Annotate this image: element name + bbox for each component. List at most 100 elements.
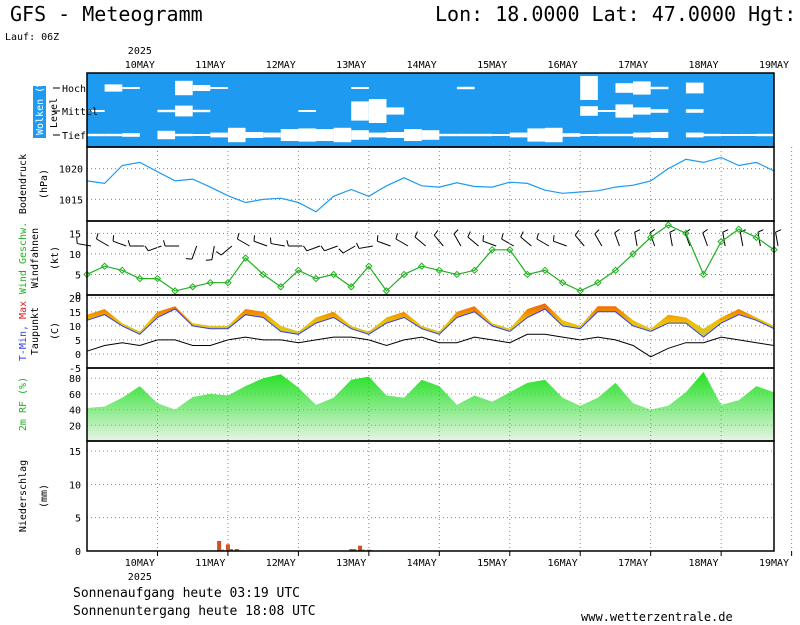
wind-barb-flag [467, 231, 471, 238]
cloud-block-tief [368, 132, 387, 138]
wind-barb [669, 232, 673, 247]
wind-barb [96, 238, 109, 247]
pressure-line [86, 156, 775, 213]
wind-barb-flag [722, 229, 729, 233]
humidity-ylabel: 2m RF (%) [18, 377, 29, 431]
cloud-block-tief [474, 133, 493, 137]
humidity-tick-label: 40 [69, 406, 81, 417]
run-label: Lauf: 06Z [5, 32, 60, 43]
cloud-level-axis-label: Level [49, 98, 60, 128]
wind-barb-flag [163, 240, 166, 247]
wind-speed-point [646, 233, 655, 242]
cloud-block-tief [263, 132, 281, 138]
wind-speed-point [453, 270, 461, 279]
x-tick-label-top: 15MAY [477, 60, 507, 71]
wind-tick-label: 5 [75, 270, 81, 281]
cloud-block-tief [316, 129, 334, 141]
cloud-block-tief [421, 130, 440, 140]
wind-speed-point [664, 221, 673, 229]
x-tick-label-top: 13MAY [336, 60, 366, 71]
temperature-tick-label: -5 [69, 364, 81, 375]
cloud-block-hoch [351, 87, 369, 89]
wind-speed-point [153, 274, 162, 283]
cloud-block-mittel [87, 110, 105, 112]
precip-tick-label: 5 [75, 514, 81, 525]
wind-speed-point [717, 237, 725, 246]
wind-barb [220, 245, 233, 256]
wind-barb [377, 240, 391, 247]
wind-tick-label: 15 [69, 229, 81, 240]
cloud-block-tief [333, 127, 352, 143]
cloud-block-tief [104, 133, 123, 137]
x-tick-label-bottom: 18MAY [688, 558, 718, 569]
cloud-block-tief [756, 133, 774, 137]
wind-speed-point [118, 266, 126, 275]
wind-barb [112, 240, 127, 247]
cloud-block-tief [650, 132, 669, 138]
wind-barb [775, 232, 779, 247]
wind-barb-flag [669, 229, 676, 233]
wind-barb [191, 245, 198, 260]
wind-speed-line [86, 224, 775, 292]
x-tick-label-top: 16MAY [548, 60, 578, 71]
cloud-block-mittel [386, 107, 405, 115]
location-readout: Lon: 18.0000 Lat: 47.0000 Hgt: 1 [435, 2, 800, 26]
sunset-text: Sonnenuntergang heute 18:08 UTC [73, 604, 316, 619]
x-tick-label-bottom: 14MAY [407, 558, 437, 569]
wind-barb [414, 236, 427, 247]
temperature-tick-label: 5 [75, 336, 81, 347]
wind-barb [574, 234, 585, 247]
cloud-block-hoch [774, 76, 792, 100]
cloud-level-label: Tief [62, 131, 86, 142]
pressure-ylabel: Bodendruck [18, 154, 29, 214]
wind-ylabel: Wind Geschw. [18, 222, 29, 294]
cloud-block-mittel [650, 109, 669, 113]
cloud-block-tief [456, 133, 475, 137]
wind-speed-point [224, 278, 232, 287]
wind-barb-flag [574, 230, 580, 236]
cloud-block-hoch [175, 80, 193, 96]
wind-barb-flag [453, 229, 459, 235]
cloud-block-mittel [298, 110, 316, 112]
wind-barb-flag [338, 248, 344, 254]
wind-speed-point [100, 262, 109, 270]
cloud-block-tief [562, 133, 581, 137]
wind-speed-point [594, 278, 602, 287]
site-credit: www.wetterzentrale.de [581, 610, 733, 624]
wind-barb [467, 236, 479, 247]
wind-speed-point [488, 246, 496, 254]
dewpoint-line [86, 333, 775, 358]
wind-speed-point [171, 287, 179, 295]
wind-barb-flag [96, 233, 99, 240]
wind-barb [739, 232, 744, 247]
wind-barb [211, 245, 215, 260]
wind-speed-point [417, 262, 426, 270]
cloud-block-tief [580, 134, 598, 136]
wind-barb-flag [205, 259, 212, 261]
precip-unit: (mm) [39, 484, 50, 508]
cloud-block-mittel [685, 109, 704, 113]
cloud-block-tief [157, 130, 176, 140]
cloud-block-tief [298, 128, 316, 142]
wind-speed-point [576, 287, 584, 295]
cloud-block-tief [492, 134, 510, 136]
wind-speed-point [312, 274, 320, 283]
temperature-tick-label: 0 [75, 350, 81, 361]
wind-barb-flag [433, 230, 439, 236]
wind-barb-flag [127, 240, 131, 247]
x-tick-label-bottom: 12MAY [266, 558, 296, 569]
wind-barb [358, 245, 373, 249]
wind-speed-point [188, 283, 197, 291]
wind-barb [482, 240, 497, 247]
wind-speed-point [699, 270, 708, 279]
pressure-panel-frame [86, 146, 775, 222]
wind-speed-point [294, 266, 303, 275]
cloud-level-label: Hoch [62, 84, 86, 95]
precip-bar-shower [353, 549, 357, 551]
wind-speed-point [629, 250, 637, 258]
wind-barb [684, 232, 691, 247]
cloud-block-hoch [192, 85, 211, 91]
humidity-tick-label: 20 [69, 421, 81, 432]
x-tick-label-bottom: 16MAY [548, 558, 578, 569]
